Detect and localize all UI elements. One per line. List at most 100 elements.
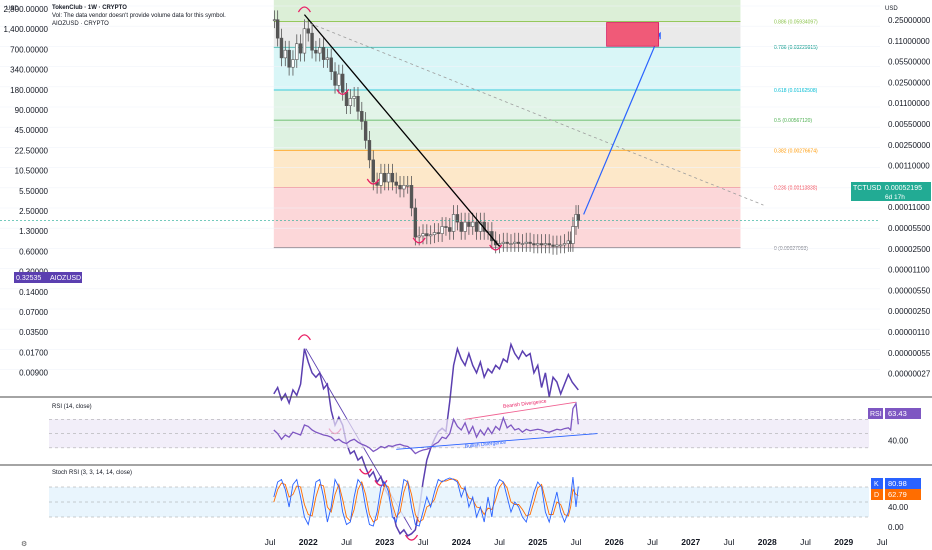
price-candle: [337, 73, 341, 86]
aioz-price-badge: 0.32535 AIOZUSD: [14, 272, 82, 283]
price-candle: [352, 96, 356, 99]
right-axis-tick: 0.00001100: [888, 266, 930, 275]
right-axis-tick: 0.00250000: [888, 141, 931, 150]
price-candle: [562, 243, 567, 246]
time-axis-label: 2026: [605, 537, 624, 547]
left-axis-tick: 0.60000: [19, 247, 48, 256]
rsi-badge-value: 63.43: [888, 409, 907, 418]
price-candle: [516, 241, 521, 244]
fib-zone: [273, 47, 741, 91]
price-candle: [448, 227, 452, 232]
rsi-badge-label: RSI: [870, 411, 882, 418]
time-axis[interactable]: Jul 2022 Jul 2023 Jul 2024 Jul 2025 Jul 2026 Jul 20…: [265, 537, 888, 547]
price-candle: [524, 241, 528, 244]
tct-price-series[interactable]: [0, 10, 880, 255]
right-axis-tick: 0.00002500: [888, 245, 931, 254]
stoch-rsi-pane[interactable]: 40.00 0.00: [49, 476, 909, 532]
left-axis-tick: 45.00000: [15, 126, 49, 135]
left-axis-tick: 22.50000: [15, 146, 49, 155]
stoch-k-value: 80.98: [888, 479, 907, 488]
fib-level-label: 0.786 (0.03229915): [774, 45, 818, 51]
price-candle: [405, 185, 410, 187]
price-candle: [402, 185, 406, 190]
price-candle: [471, 221, 475, 227]
tct-price-text: 0.00052195: [885, 185, 922, 192]
volume-note: Vol: The data vendor doesn't provide vol…: [52, 13, 226, 19]
price-candle: [310, 32, 314, 51]
right-axis-tick: 0.00000027: [888, 370, 931, 379]
time-axis-label: Jul: [341, 537, 352, 547]
price-candle: [543, 243, 548, 246]
rsi-value-badge: RSI 63.43: [868, 408, 921, 419]
fib-zone: [273, 0, 741, 22]
fib-zone: [273, 150, 741, 188]
price-candle: [314, 49, 318, 54]
price-candle: [576, 214, 580, 221]
fibonacci-retracement-zones[interactable]: 1 (0.11871177)0.886 (0.05934097)0.786 (0…: [273, 0, 818, 252]
price-candle: [444, 226, 448, 228]
price-candle: [474, 221, 479, 232]
price-candle: [283, 49, 287, 59]
price-candle: [455, 214, 460, 223]
rsi-line: [273, 401, 579, 455]
price-candle: [275, 19, 280, 39]
left-axis-tick: 2,800.00000: [4, 5, 49, 14]
fib-level-label: 0.618 (0.01162508): [774, 88, 818, 94]
chart-drawings[interactable]: [303, 14, 764, 247]
right-price-axis[interactable]: 0.25000000 0.11000000 0.05500000 0.02500000…: [888, 16, 931, 379]
price-candle: [279, 37, 284, 59]
annotation-arc: [297, 6, 311, 13]
annotation-arc: [404, 534, 419, 541]
left-price-axis[interactable]: 2,800.00000 1,400.00000 700.00000 340.00000…: [4, 5, 49, 378]
aioz-compare-series[interactable]: [273, 341, 579, 537]
right-axis-tick: 0.00011000: [888, 203, 930, 212]
aioz-symbol-text: AIOZUSD: [50, 275, 81, 282]
price-candle: [333, 71, 337, 86]
stoch-axis-tick: 40.00: [888, 503, 909, 512]
price-candle: [432, 232, 437, 236]
price-grid: [0, 5, 880, 370]
price-candle: [325, 57, 330, 60]
price-candle: [306, 28, 310, 34]
price-candle: [340, 73, 345, 93]
annotation-arc: [336, 88, 350, 95]
fib-level-label: 0.886 (0.05934097): [774, 20, 818, 26]
bullish-divergence-line: [396, 433, 598, 450]
fib-level-label: 0.5 (0.00567120): [774, 118, 812, 124]
time-axis-label: 2025: [528, 537, 547, 547]
right-axis-tick: 0.00000055: [888, 349, 931, 358]
price-candle: [532, 243, 536, 246]
price-candle: [509, 243, 513, 245]
stoch-d-line: [273, 478, 579, 523]
price-candle: [528, 241, 532, 244]
left-axis-tick: 0.00900: [19, 369, 48, 378]
left-axis-tick: 0.03500: [19, 328, 48, 337]
downtrend-line: [303, 14, 500, 247]
target-box: [606, 22, 660, 47]
price-candle: [344, 92, 349, 107]
time-axis-label: 2029: [834, 537, 853, 547]
price-candle: [379, 172, 383, 186]
price-candle: [298, 43, 303, 54]
time-axis-label: 2028: [758, 537, 777, 547]
price-candle: [478, 221, 483, 232]
stoch-k-badge: K 80.98: [871, 478, 921, 489]
rsi-axis-tick: 40.00: [888, 437, 909, 446]
price-candle: [551, 244, 555, 247]
price-candle: [520, 243, 525, 245]
rsi-pane[interactable]: Bearish Divergence Bullish Divergence 40.0…: [49, 399, 909, 455]
compare-symbol-label: AIOZUSD · CRYPTO: [52, 21, 109, 27]
left-scale-label: USD: [6, 6, 19, 12]
aioz-price-line: [273, 341, 579, 537]
time-axis-label: Jul: [571, 537, 582, 547]
dashed-trend-projection: [304, 20, 764, 206]
projection-arrow: [583, 32, 661, 215]
time-axis-label: Jul: [724, 537, 735, 547]
price-candle: [467, 221, 471, 227]
time-axis-label: 2023: [375, 537, 394, 547]
stoch-axis-tick: 0.00: [888, 523, 904, 532]
price-candle: [425, 233, 429, 237]
right-axis-tick: 0.00000550: [888, 286, 931, 295]
timezone-marker[interactable]: ⚙: [21, 540, 27, 548]
